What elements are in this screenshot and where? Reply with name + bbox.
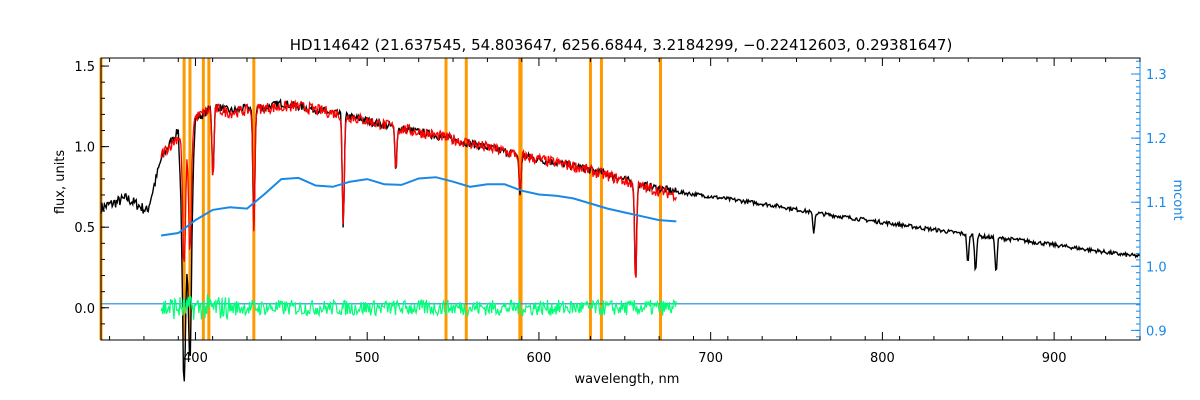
x-tick-label: 500	[355, 351, 380, 366]
x-tick-label: 400	[183, 351, 208, 366]
chart-title: HD114642 (21.637545, 54.803647, 6256.684…	[290, 36, 953, 54]
x-axis-label: wavelength, nm	[575, 372, 680, 387]
model-fit-line	[160, 99, 677, 278]
y-tick-label: 1.5	[74, 60, 95, 75]
y-axis-label: flux, units	[53, 150, 68, 215]
x-tick-label: 600	[527, 351, 552, 366]
mcont-line	[160, 176, 677, 237]
y2-tick-label: 1.1	[1146, 196, 1167, 211]
y-tick-label: 1.0	[74, 141, 95, 156]
x-tick-label: 700	[698, 351, 723, 366]
y2-tick-label: 0.9	[1146, 324, 1167, 339]
residuals-line	[160, 293, 677, 320]
y-tick-label: 0.0	[74, 302, 95, 317]
x-tick-label: 800	[870, 351, 895, 366]
y2-tick-label: 1.2	[1146, 132, 1167, 147]
axes: 400 500 600 700 800 900 0.0 0.5 1.0 1.5 0.9 1.0 1.1 1…	[74, 58, 1167, 366]
y2-tick-label: 1.0	[1146, 260, 1167, 275]
series-layer	[100, 97, 1141, 382]
plot-frame	[100, 57, 1141, 341]
y2-tick-label: 1.3	[1146, 68, 1167, 83]
y-tick-label: 0.5	[74, 221, 95, 236]
x-tick-label: 900	[1042, 351, 1067, 366]
right-y-axis-label: mcont	[1170, 179, 1185, 220]
observed-spectrum-line	[100, 97, 1141, 382]
